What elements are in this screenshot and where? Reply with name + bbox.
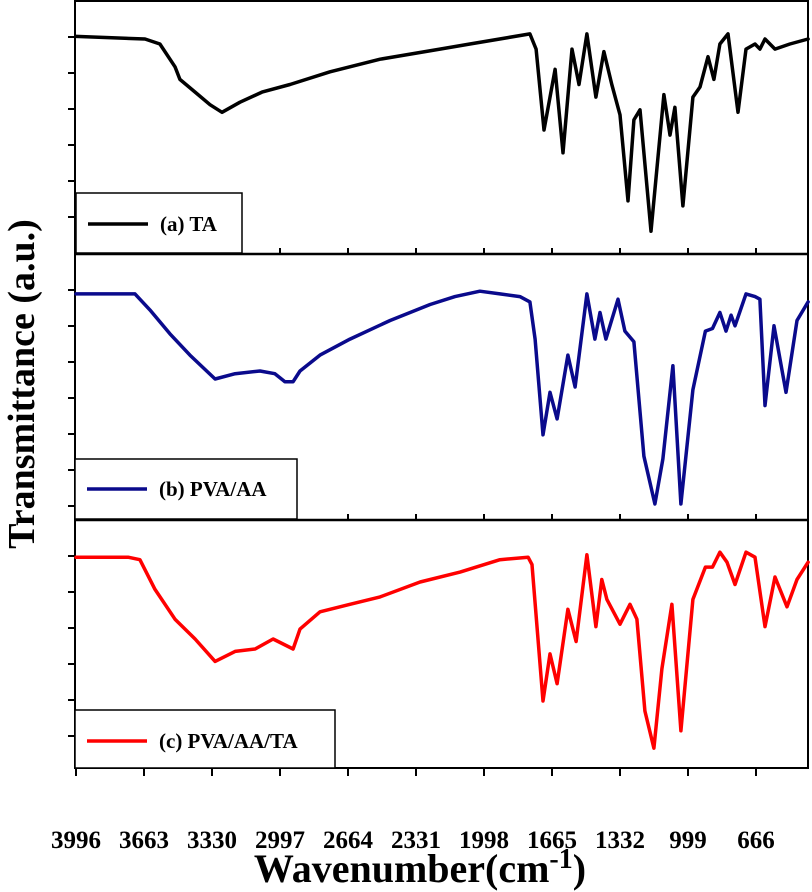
panel-frames xyxy=(74,0,809,769)
x-tick-label: 2664 xyxy=(323,827,374,854)
x-tick-label: 999 xyxy=(669,827,707,854)
legend-2: (b) PVA/AA xyxy=(74,458,298,520)
series-line-3 xyxy=(74,550,810,750)
series-lines xyxy=(74,32,810,750)
legend-label: (b) PVA/AA xyxy=(159,477,267,501)
x-tick-label: 3996 xyxy=(51,827,101,854)
x-tick-label: 2331 xyxy=(391,827,441,854)
x-tick-label: 666 xyxy=(737,827,775,854)
x-tick-label: 1665 xyxy=(527,827,577,854)
x-tick-label: 1332 xyxy=(595,827,645,854)
axis-ticks xyxy=(68,36,757,776)
legend-3: (c) PVA/AA/TA xyxy=(74,709,336,769)
plot-frame xyxy=(74,0,809,769)
x-tick-labels: 3996 3663 3330 2997 2664 2331 1998 1665 1332 999 6… xyxy=(51,827,775,854)
legends: (a) TA (b) PVA/AA (c) PVA/AA/TA xyxy=(74,192,336,769)
series-line-1 xyxy=(74,32,810,233)
x-tick-label: 1998 xyxy=(459,827,509,854)
legend-label: (a) TA xyxy=(160,212,218,236)
y-axis-title: Transmittance (a.u.) xyxy=(1,219,43,549)
x-tick-label: 3663 xyxy=(119,827,169,854)
x-axis-title: Wavenumber(cm-1) xyxy=(254,844,586,891)
legend-label: (c) PVA/AA/TA xyxy=(159,729,298,753)
series-line-2 xyxy=(74,289,810,506)
x-tick-label: 2997 xyxy=(255,827,305,854)
x-tick-label: 3330 xyxy=(187,827,237,854)
legend-1: (a) TA xyxy=(75,192,243,254)
legend-box xyxy=(74,709,336,769)
